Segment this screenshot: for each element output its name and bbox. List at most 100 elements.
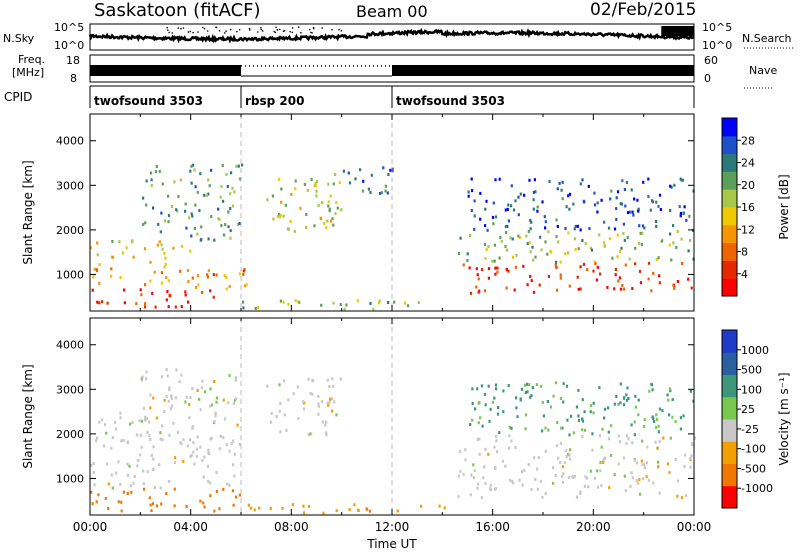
velocity-cell <box>690 454 693 458</box>
velocity-cell <box>477 401 480 405</box>
velocity-cell <box>645 461 649 465</box>
velocity-cell <box>196 389 199 392</box>
power-colorbar-swatch <box>722 242 737 261</box>
power-cell <box>680 237 683 241</box>
velocity-cell <box>163 410 166 413</box>
velocity-cell <box>683 464 686 468</box>
power-cell <box>567 231 570 235</box>
power-cell <box>499 236 502 239</box>
velocity-cell <box>396 509 399 513</box>
velocity-cell <box>471 402 474 405</box>
nsearch-label: N.Search <box>742 32 792 45</box>
velocity-cell <box>583 484 586 488</box>
power-cell <box>119 276 122 279</box>
power-cell <box>574 248 577 251</box>
velocity-cell <box>329 397 332 401</box>
power-cell <box>506 224 509 228</box>
power-cell <box>209 289 212 293</box>
velocity-cell <box>577 418 581 422</box>
velocity-cell <box>170 404 174 408</box>
velocity-cell <box>497 406 500 409</box>
nsky-trace <box>88 26 695 44</box>
power-cell <box>642 180 645 184</box>
velocity-cell <box>199 445 202 449</box>
power-cell <box>229 192 232 196</box>
power-cell <box>153 270 156 274</box>
power-cell <box>154 170 158 174</box>
power-cell <box>151 291 154 295</box>
velocity-colorbar-swatch <box>722 485 737 509</box>
power-cell <box>614 268 617 271</box>
power-cell <box>278 177 281 181</box>
velocity-cell <box>132 481 135 485</box>
power-cell <box>616 255 619 259</box>
velocity-colorbar-swatch <box>722 396 737 420</box>
velocity-cell <box>689 465 692 469</box>
velocity-cell <box>562 382 565 386</box>
velocity-cell <box>626 386 629 390</box>
power-cell <box>634 262 637 266</box>
power-cell <box>149 171 153 175</box>
power-cell <box>213 238 216 242</box>
power-cell <box>473 227 476 231</box>
power-cell <box>163 219 167 223</box>
x-tick-label: 20:00 <box>576 520 611 534</box>
velocity-cell <box>661 409 664 413</box>
velocity-cell <box>600 484 603 488</box>
velocity-cell <box>524 391 527 394</box>
power-cell <box>218 217 221 221</box>
velocity-cell <box>232 439 235 443</box>
velocity-cell <box>481 424 484 428</box>
velocity-cell <box>228 483 231 487</box>
velocity-cell <box>146 430 149 434</box>
power-cell <box>651 200 654 204</box>
power-cell <box>378 301 381 305</box>
velocity-cell <box>567 475 571 479</box>
power-cell <box>180 305 183 309</box>
velocity-cell <box>138 419 141 423</box>
velocity-cell <box>531 386 534 390</box>
power-cell <box>556 225 559 228</box>
power-cell <box>230 171 233 175</box>
power-cell <box>190 212 193 216</box>
velocity-cell <box>482 476 485 480</box>
power-cell <box>145 179 148 183</box>
velocity-cell <box>602 461 605 464</box>
velocity-cell <box>630 423 633 427</box>
velocity-cell <box>508 434 511 438</box>
power-cell <box>257 306 260 309</box>
power-cell <box>558 181 561 185</box>
x-tick-label: 04:00 <box>173 520 208 534</box>
power-cell <box>327 204 330 208</box>
velocity-cell <box>213 509 216 513</box>
velocity-cell <box>627 437 630 441</box>
nsky-tick-high: 10^5 <box>54 21 84 34</box>
power-cell <box>155 164 158 168</box>
velocity-cell <box>629 484 632 488</box>
velocity-cell <box>627 397 630 400</box>
velocity-cell <box>502 389 505 393</box>
velocity-cell <box>266 384 269 388</box>
nsearch-tick-low: 10^0 <box>702 39 732 52</box>
nsearch-point <box>229 28 232 31</box>
velocity-cell <box>501 459 505 463</box>
power-cell <box>623 287 626 291</box>
power-cell <box>593 191 596 195</box>
power-cell <box>539 235 542 239</box>
velocity-cell <box>592 401 595 405</box>
power-cell <box>466 259 469 262</box>
nsearch-point <box>180 27 182 30</box>
power-cell <box>207 192 210 196</box>
power-cell <box>640 243 643 247</box>
power-cell <box>325 226 328 230</box>
velocity-cell <box>689 456 692 460</box>
power-cell <box>512 208 516 212</box>
power-cell <box>354 177 357 181</box>
power-cell <box>345 303 348 307</box>
power-cell <box>505 231 508 234</box>
power-cell <box>517 195 520 199</box>
power-cell <box>573 237 576 241</box>
velocity-cell <box>596 485 599 489</box>
velocity-cell <box>119 416 122 420</box>
power-cell <box>110 274 113 278</box>
